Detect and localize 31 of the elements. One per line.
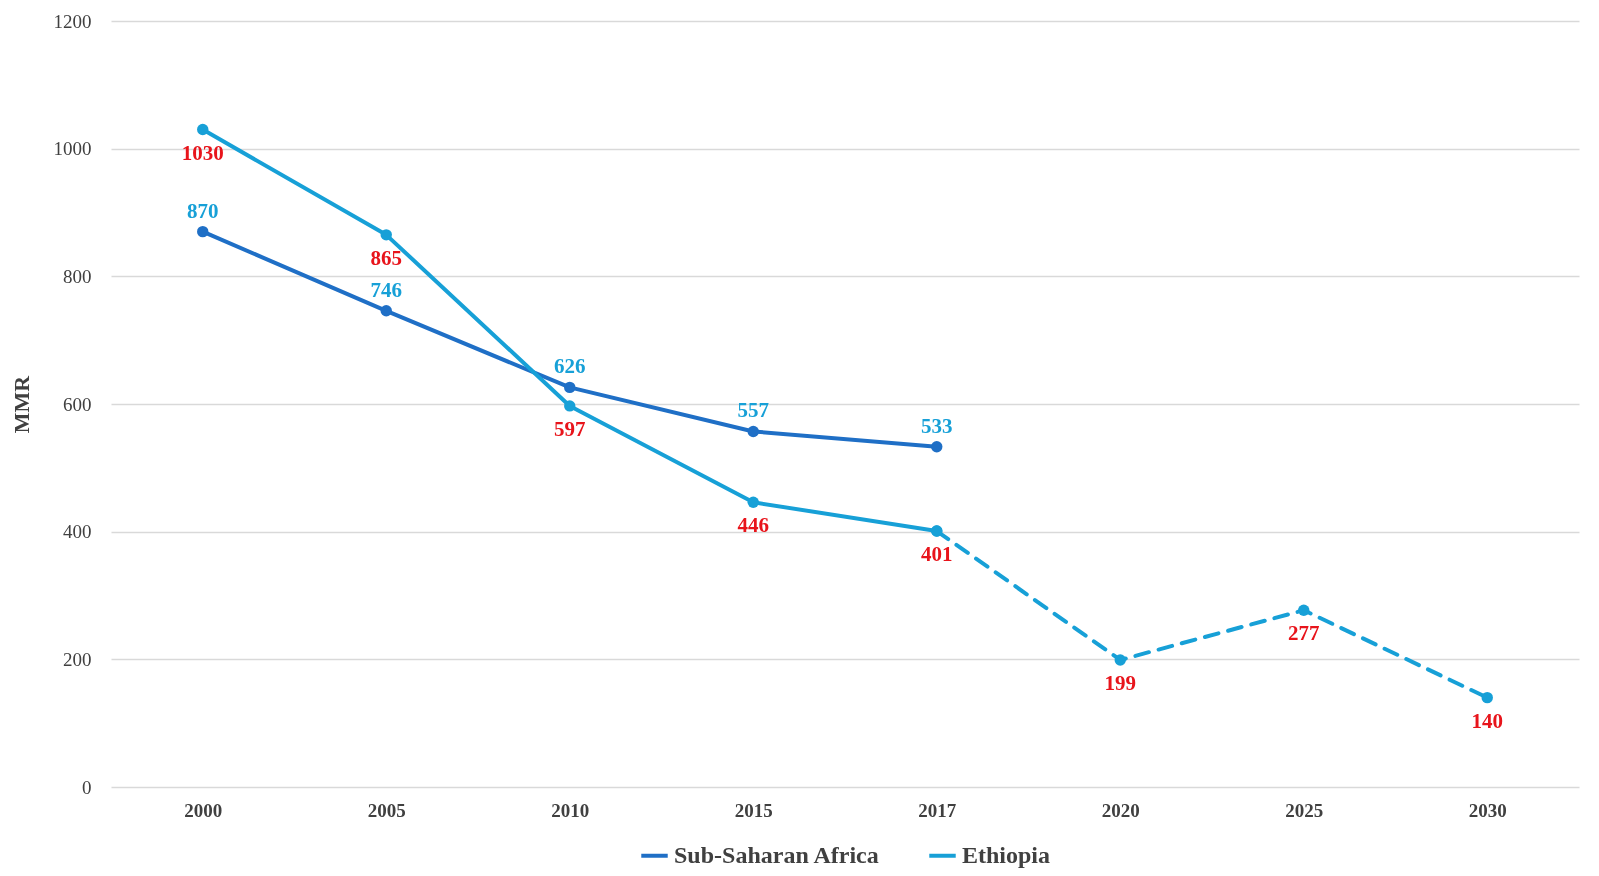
data-label: 1030 <box>181 140 224 165</box>
data-label: 597 <box>554 416 586 441</box>
data-label: 277 <box>1288 621 1320 646</box>
y-tick-label: 1200 <box>53 10 92 32</box>
data-label: 746 <box>370 277 402 302</box>
data-label: 533 <box>921 413 953 438</box>
y-tick-label: 400 <box>63 521 92 543</box>
x-tick-label: 2000 <box>184 799 223 821</box>
x-tick-label: 2017 <box>918 799 957 821</box>
x-tick-label: 2030 <box>1468 799 1507 821</box>
y-tick-label: 600 <box>63 393 92 415</box>
y-tick-label: 200 <box>63 648 92 670</box>
y-axis-title: MMR <box>8 374 34 434</box>
y-tick-label: 0 <box>82 776 92 798</box>
data-label: 870 <box>187 198 219 223</box>
x-tick-label: 2020 <box>1101 799 1140 821</box>
x-tick-label: 2015 <box>734 799 773 821</box>
y-tick-label: 1000 <box>53 138 92 160</box>
data-label: 626 <box>554 354 586 379</box>
x-tick-label: 2010 <box>551 799 590 821</box>
legend-label: Sub-Saharan Africa <box>674 841 879 868</box>
data-label: 140 <box>1471 708 1503 733</box>
data-label: 401 <box>921 542 953 567</box>
data-label: 446 <box>737 513 769 538</box>
legend-label: Ethiopia <box>962 841 1051 868</box>
data-label: 199 <box>1104 670 1136 695</box>
x-tick-label: 2025 <box>1285 799 1324 821</box>
data-label: 865 <box>370 245 402 270</box>
x-tick-label: 2005 <box>367 799 406 821</box>
y-tick-label: 800 <box>63 265 92 287</box>
data-label: 557 <box>737 398 769 423</box>
